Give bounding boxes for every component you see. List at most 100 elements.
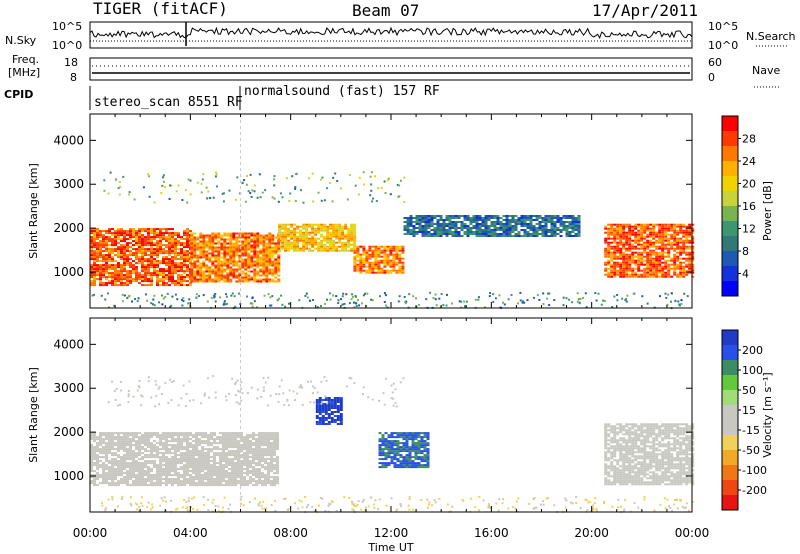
power-cell — [199, 244, 203, 247]
power-cell — [108, 258, 111, 261]
power-cell — [380, 245, 384, 248]
power-cell — [320, 241, 324, 244]
power-cell — [290, 223, 294, 226]
power-cell — [141, 262, 144, 265]
power-cell — [293, 241, 297, 244]
power-cell — [153, 268, 156, 271]
power-cell — [628, 223, 632, 226]
power-cell — [574, 227, 578, 229]
power-cell — [226, 266, 230, 269]
velocity-cell — [195, 466, 198, 469]
power-echo — [380, 186, 383, 189]
power-cell — [232, 262, 236, 265]
power-cell — [658, 261, 662, 264]
power-cell — [466, 215, 470, 217]
power-cell — [211, 278, 215, 281]
velocity-cell — [195, 452, 198, 455]
power-cell — [126, 250, 129, 253]
power-cell — [262, 242, 266, 245]
power-cell — [454, 233, 458, 235]
power-echo — [332, 294, 335, 297]
velocity-cell — [156, 452, 159, 455]
power-cell — [353, 243, 357, 246]
power-cell — [499, 233, 503, 235]
power-cell — [223, 260, 227, 263]
power-cell — [652, 245, 656, 248]
power-echo — [148, 175, 151, 178]
power-cell — [634, 261, 638, 264]
power-cell — [640, 223, 644, 226]
velocity-cell — [174, 432, 177, 435]
velocity-cell — [96, 462, 99, 465]
velocity-cell — [93, 484, 96, 487]
velocity-cell — [207, 462, 210, 465]
velocity-cell — [96, 438, 99, 441]
power-cell — [607, 229, 611, 232]
power-cell — [244, 250, 248, 253]
power-cell — [323, 249, 327, 252]
power-cell — [159, 230, 162, 233]
power-cell — [658, 247, 662, 250]
velocity-cell — [222, 484, 225, 487]
velocity-cell — [249, 440, 252, 443]
velocity-cell — [111, 468, 114, 471]
velocity-cell — [273, 460, 276, 463]
power-cell — [326, 239, 330, 242]
power-cell — [616, 255, 620, 258]
power-cell — [517, 223, 521, 225]
power-cell — [643, 249, 647, 252]
power-cell — [165, 230, 168, 233]
velocity-cell — [144, 436, 147, 439]
power-cell — [153, 230, 156, 233]
velocity-cell — [99, 442, 102, 445]
velocity-cell — [141, 474, 144, 477]
power-cell — [296, 247, 300, 250]
velocity-cell — [168, 468, 171, 471]
power-cell — [547, 219, 551, 221]
power-cell — [442, 221, 446, 223]
power-cell — [628, 257, 632, 260]
velocity-cell — [162, 460, 165, 463]
velocity-cell — [162, 464, 165, 467]
power-cell — [532, 219, 536, 221]
power-echo — [521, 301, 524, 304]
power-cell — [262, 252, 266, 255]
velocity-cell — [126, 464, 129, 467]
power-echo — [295, 172, 298, 175]
power-cell — [117, 264, 120, 267]
power-cell — [412, 221, 416, 223]
power-cell — [302, 233, 306, 236]
velocity-cell — [249, 446, 252, 449]
velocity-cell — [270, 464, 273, 467]
power-cell — [685, 257, 689, 260]
velocity-cell — [249, 482, 252, 485]
power-cell — [214, 256, 218, 259]
power-cell — [395, 251, 399, 254]
velocity-cell — [261, 434, 264, 437]
power-cell — [481, 221, 485, 223]
velocity-cell — [171, 474, 174, 477]
velocity-cell — [234, 480, 237, 483]
power-cell — [287, 223, 291, 226]
velocity-cell — [258, 478, 261, 481]
power-cell — [658, 255, 662, 258]
power-cell — [338, 231, 342, 234]
velocity-cell — [144, 480, 147, 483]
power-echo — [342, 292, 345, 295]
velocity-cell — [186, 466, 189, 469]
power-cell — [436, 231, 440, 233]
power-cell — [226, 280, 230, 283]
power-cell — [353, 239, 357, 242]
velocity-cell — [144, 454, 147, 457]
velocity-cell — [159, 462, 162, 465]
velocity-cell — [240, 456, 243, 459]
velocity-cell — [168, 450, 171, 453]
power-cell — [490, 235, 494, 237]
power-cell — [604, 241, 608, 244]
power-cell — [196, 260, 200, 263]
power-cell — [205, 270, 209, 273]
power-cell — [177, 232, 180, 235]
power-cell — [359, 259, 363, 262]
power-cell — [168, 228, 171, 231]
power-cell — [265, 266, 269, 269]
